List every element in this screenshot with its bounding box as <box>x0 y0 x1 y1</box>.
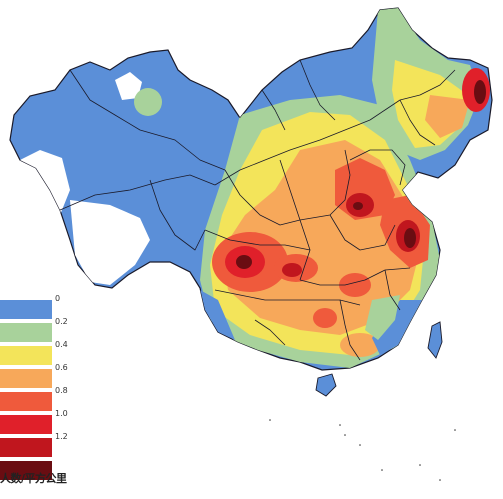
legend-swatch <box>0 323 52 342</box>
blue-zone-southwest <box>200 290 235 340</box>
orange-zone-northeast <box>425 95 470 138</box>
red-zone-hunan <box>313 308 337 328</box>
green-zone-xinjiang <box>134 88 162 116</box>
legend-row: 0.4 <box>0 340 90 367</box>
legend-row <box>0 459 90 482</box>
legend-label: 1.0 <box>55 409 68 418</box>
south-sea-islands <box>269 419 456 481</box>
legend: 0 0.2 0.4 0.6 0.8 1.0 1.2 <box>0 294 90 482</box>
legend-label: 0.4 <box>55 340 68 349</box>
core-zone-beijing <box>353 202 363 210</box>
darkred-zone-heilongjiang <box>474 80 486 104</box>
legend-swatch <box>0 461 52 480</box>
legend-row: 0 <box>0 294 90 321</box>
legend-label: 1.2 <box>55 432 68 441</box>
density-zones <box>20 8 490 368</box>
hainan-island <box>315 373 337 397</box>
taiwan-island <box>427 321 443 359</box>
legend-label: 0.6 <box>55 363 68 372</box>
legend-label: 0.2 <box>55 317 68 326</box>
legend-swatch <box>0 415 52 434</box>
blue-zone-southeast <box>372 300 422 355</box>
legend-row: 0.6 <box>0 363 90 390</box>
legend-label: 0 <box>55 294 61 303</box>
legend-row: 1.2 <box>0 432 90 459</box>
legend-swatch <box>0 392 52 411</box>
legend-label: 0.8 <box>55 386 68 395</box>
legend-swatch <box>0 300 52 319</box>
core-zone-sichuan <box>236 255 252 269</box>
no-data-region-tibet <box>70 200 150 285</box>
no-data-region-north <box>115 72 142 100</box>
green-zone-southeast <box>365 295 400 340</box>
core-zone-shandong <box>404 228 416 248</box>
legend-row: 1.0 <box>0 409 90 436</box>
orange-zone-guangdong <box>340 333 380 357</box>
legend-swatch <box>0 346 52 365</box>
legend-row: 0.2 <box>0 317 90 344</box>
legend-unit: 人数/平方公里 <box>0 472 67 485</box>
darkred-zone-chongqing <box>282 263 302 277</box>
province-boundaries <box>59 59 456 361</box>
legend-row: 0.8 <box>0 386 90 413</box>
legend-swatch <box>0 438 52 457</box>
legend-swatch <box>0 369 52 388</box>
red-zone-hubei <box>339 273 371 297</box>
